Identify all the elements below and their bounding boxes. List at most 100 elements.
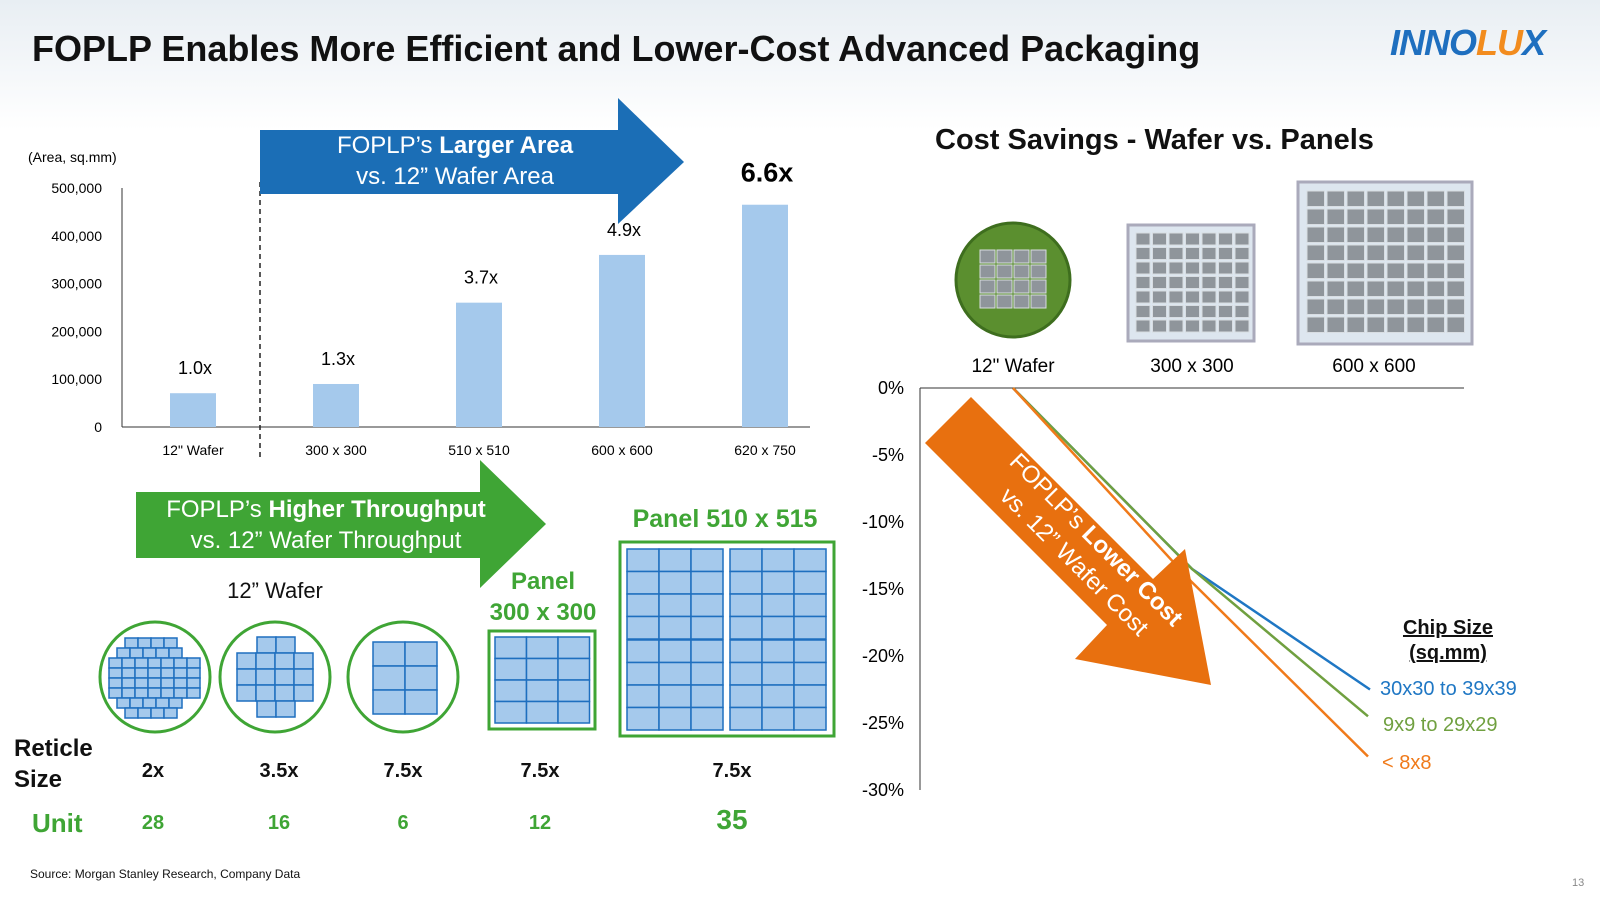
reticle-cell	[729, 661, 763, 686]
die	[979, 249, 996, 264]
reticle-cell	[729, 570, 763, 595]
die	[1366, 298, 1385, 315]
die	[1306, 244, 1325, 261]
reticle-cell	[729, 639, 763, 664]
die	[1152, 319, 1167, 333]
die	[1446, 298, 1465, 315]
die	[1201, 232, 1217, 246]
reticle-cell	[761, 593, 795, 618]
wafer-outline	[346, 620, 460, 734]
page-title: FOPLP Enables More Efficient and Lower-C…	[32, 28, 1201, 69]
cost-series-line	[1012, 387, 1369, 718]
bar-data-label: 1.3x	[321, 349, 355, 369]
die	[1426, 298, 1445, 315]
reticle-cell	[404, 689, 438, 715]
cost-line-chart: 0% -5% -10% -15% -20% -25% -30% 12" Wafer 300 x…	[862, 180, 1474, 800]
reticle-cell	[761, 548, 795, 573]
reticle-cell	[124, 637, 139, 649]
die	[1218, 305, 1233, 318]
reticle-cell	[274, 652, 295, 670]
legend-series-large: 30x30 to 39x39	[1380, 678, 1517, 700]
reticle-cell	[155, 697, 170, 709]
die	[1306, 208, 1325, 225]
reticle-cell	[163, 637, 178, 649]
die	[1406, 262, 1425, 279]
reticle-cell	[557, 679, 591, 703]
reticle-cell	[658, 548, 692, 573]
die	[1168, 305, 1184, 318]
die	[1406, 316, 1425, 333]
wafer-2x-reticle	[98, 620, 212, 734]
reticle-cell	[275, 636, 296, 654]
die	[1168, 247, 1184, 260]
reticle-cell	[626, 639, 660, 664]
area-arrow-prefix: FOPLP’s	[336, 132, 440, 159]
reticle-cell	[626, 615, 660, 640]
reticle-cell	[255, 668, 276, 686]
reticle-cell	[129, 697, 144, 709]
die	[1234, 290, 1250, 304]
die	[1013, 264, 1030, 279]
reticle-cell	[121, 677, 136, 689]
reticle-cell	[761, 615, 795, 640]
logo-text-3: X	[1522, 22, 1546, 63]
panel-510-grid	[618, 540, 836, 738]
cost-y-tick-label: 0%	[878, 378, 904, 398]
reticle-cell	[761, 661, 795, 686]
bar-data-label: 6.6x	[741, 158, 794, 188]
die	[1306, 226, 1325, 243]
die	[1201, 261, 1217, 275]
die	[1346, 190, 1365, 207]
reticle-cell	[108, 677, 123, 689]
die	[1185, 305, 1200, 318]
reticle-cell	[494, 636, 528, 660]
source-note: Source: Morgan Stanley Research, Company…	[30, 867, 301, 881]
chip-size-legend-title: Chip Size (sq.mm)	[1402, 617, 1493, 664]
die	[1218, 247, 1233, 260]
reticle-cell	[793, 548, 827, 573]
die	[1152, 261, 1167, 275]
die	[996, 294, 1013, 309]
area-bar-chart: (Area, sq.mm) 500,000 400,000 300,000 200,0…	[28, 149, 810, 458]
reticle-cell	[274, 684, 295, 702]
reticle-cell	[404, 665, 438, 691]
die	[1201, 305, 1217, 318]
reticle-cell	[147, 667, 162, 679]
bar-y-tick-label: 500,000	[51, 180, 102, 196]
die	[1135, 290, 1151, 304]
reticle-cell	[658, 593, 692, 618]
innolux-logo: INNOLUX	[1390, 22, 1546, 64]
die	[1152, 232, 1167, 246]
reticle-cell	[134, 667, 149, 679]
die	[1426, 280, 1445, 297]
reticle-cell	[690, 593, 724, 618]
die	[1326, 226, 1345, 243]
die	[1185, 247, 1200, 260]
reticle-cell	[142, 697, 157, 709]
bar-chart-ylabel: (Area, sq.mm)	[28, 149, 117, 165]
die	[1234, 247, 1250, 260]
reticle-cell	[186, 687, 201, 699]
wafer-12in-icon	[954, 221, 1072, 339]
die	[979, 264, 996, 279]
die	[996, 279, 1013, 294]
die	[1446, 280, 1465, 297]
reticle-cell	[658, 639, 692, 664]
reticle-value: 7.5x	[383, 760, 423, 782]
reticle-cell	[168, 697, 183, 709]
reticle-cell	[121, 657, 136, 669]
reticle-cell	[525, 657, 559, 681]
reticle-cell	[150, 637, 165, 649]
bar-data-label: 4.9x	[607, 220, 641, 240]
reticle-cell	[761, 639, 795, 664]
die	[1135, 276, 1151, 289]
reticle-cell	[626, 548, 660, 573]
die	[1426, 316, 1445, 333]
die	[1366, 244, 1385, 261]
die	[1306, 298, 1325, 315]
die	[1386, 280, 1405, 297]
reticle-cell	[690, 615, 724, 640]
reticle-cell	[557, 657, 591, 681]
reticle-cell	[134, 687, 149, 699]
die	[1030, 249, 1047, 264]
